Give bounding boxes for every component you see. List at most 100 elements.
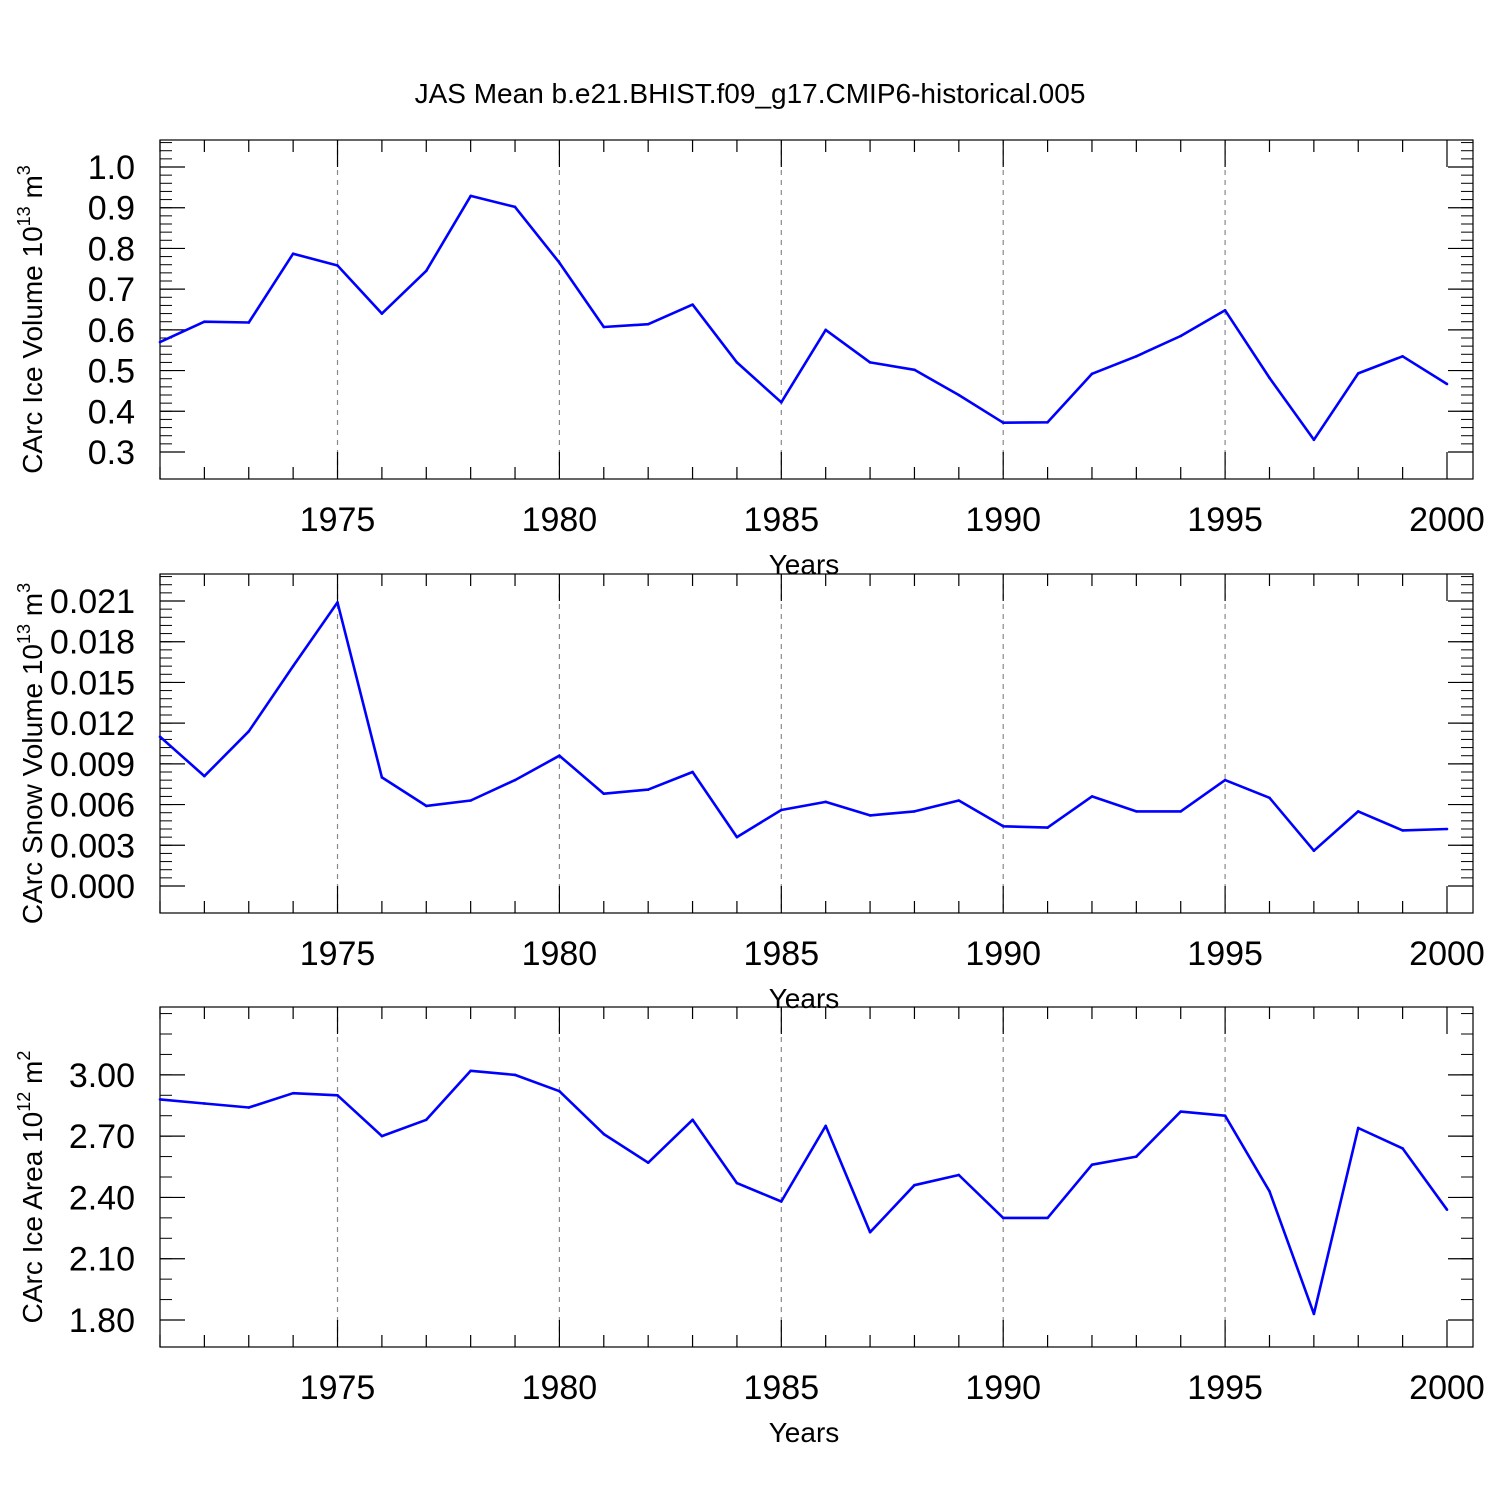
x-tick-label: 1980 [522, 935, 598, 973]
data-point [1268, 1190, 1271, 1193]
data-point [780, 1200, 783, 1203]
data-point [1135, 1155, 1138, 1158]
data-point [158, 340, 162, 344]
panel-1: 0.30.40.50.60.70.80.91.0 1975 1980 1985 1990… [14, 139, 1485, 580]
x-tick-label: 2000 [1409, 501, 1485, 539]
data-point [1401, 1147, 1404, 1150]
x-axis-label: Years [769, 549, 840, 580]
data-point [868, 814, 872, 817]
data-point [1046, 1216, 1049, 1220]
data-point [247, 1106, 251, 1109]
data-point [691, 1118, 694, 1122]
y-tick-label: 1.80 [69, 1302, 135, 1340]
data-point [1001, 1216, 1005, 1220]
x-tick-label: 2000 [1409, 935, 1485, 973]
data-point [602, 792, 606, 796]
plot-frame [159, 573, 1474, 914]
data-point [424, 1118, 428, 1122]
data-point [735, 1181, 739, 1185]
data-point [913, 1183, 916, 1187]
data-point [158, 735, 162, 739]
data-point [1223, 309, 1227, 312]
y-tick-label: 0.000 [50, 868, 135, 906]
data-point [247, 321, 251, 324]
x-tick-label: 1990 [965, 501, 1041, 539]
y-tick-label: 0.018 [50, 624, 135, 662]
data-point [602, 325, 606, 329]
data-point [1312, 438, 1316, 442]
x-tick-label: 1995 [1187, 1369, 1263, 1407]
data-point [1090, 795, 1094, 798]
y-tick-label: 3.00 [69, 1057, 135, 1095]
data-point [824, 1124, 827, 1128]
x-tick-label: 1975 [300, 1369, 376, 1407]
data-point [1445, 827, 1449, 831]
data-point [469, 194, 472, 198]
data-point [203, 320, 206, 324]
data-point [1223, 1114, 1227, 1118]
x-tick-label: 1995 [1187, 935, 1263, 973]
data-point [691, 770, 694, 774]
chart-title: JAS Mean b.e21.BHIST.f09_g17.CMIP6-histo… [415, 78, 1086, 109]
x-tick-label: 1975 [300, 935, 376, 973]
data-point [1046, 826, 1049, 829]
y-tick-label: 2.70 [69, 1118, 135, 1156]
x-tick-label: 2000 [1409, 1369, 1485, 1407]
data-point [336, 264, 339, 267]
data-point [1356, 810, 1360, 813]
data-point [646, 1161, 650, 1164]
data-point [646, 322, 650, 326]
y-tick-label: 0.9 [88, 190, 135, 228]
data-point [1356, 1126, 1360, 1130]
data-point [735, 835, 739, 839]
y-axis-label: CArc Ice Volume 1013 m3 [14, 165, 48, 474]
data-point [247, 729, 251, 733]
plot-frame [159, 139, 1474, 480]
series-line [159, 601, 1448, 853]
data-point [913, 368, 916, 372]
data-point [558, 1089, 561, 1093]
data-point [602, 1132, 606, 1136]
y-tick-label: 0.4 [88, 393, 135, 431]
data-point [1135, 810, 1138, 813]
data-point [469, 1069, 472, 1073]
y-tick-label: 0.015 [50, 664, 135, 702]
panel-3: 1.80 2.10 2.40 2.70 3.00 1975 1980 1985 1990 1995… [14, 1006, 1485, 1448]
data-point [1090, 1163, 1094, 1167]
data-point [1312, 849, 1316, 853]
data-point [203, 774, 206, 778]
data-point [1223, 778, 1227, 782]
data-point [957, 1173, 961, 1177]
x-tick-label: 1985 [743, 1369, 819, 1407]
data-point [1268, 796, 1271, 800]
series-line [159, 1069, 1449, 1316]
y-tick-label: 0.7 [88, 271, 135, 309]
data-point [291, 252, 295, 256]
data-point [513, 1073, 517, 1077]
data-point [1135, 355, 1138, 358]
data-point [469, 799, 472, 802]
data-point [646, 788, 650, 791]
y-tick-label: 0.009 [50, 746, 135, 784]
data-point [380, 312, 384, 315]
x-tick-label: 1975 [300, 501, 376, 539]
y-tick-label: 0.006 [50, 787, 135, 825]
data-point [868, 361, 872, 364]
panels: 0.30.40.50.60.70.80.91.0 1975 1980 1985 1990… [14, 139, 1485, 1448]
y-axis-label: CArc Ice Area 1012 m2 [14, 1051, 48, 1324]
x-tick-label: 1990 [965, 1369, 1041, 1407]
data-point [513, 778, 517, 782]
plot-frame [159, 1006, 1474, 1348]
data-point [691, 303, 694, 306]
data-point [424, 269, 428, 273]
data-point [1401, 355, 1404, 358]
data-point [780, 808, 783, 812]
data-point [336, 601, 339, 604]
data-point [203, 1102, 206, 1105]
x-tick-label: 1980 [522, 1369, 598, 1407]
data-point [291, 664, 295, 668]
data-point [780, 401, 783, 404]
y-axis-label: CArc Snow Volume 1013 m3 [14, 583, 48, 924]
x-axis-label: Years [769, 1417, 840, 1448]
data-point [824, 800, 827, 804]
